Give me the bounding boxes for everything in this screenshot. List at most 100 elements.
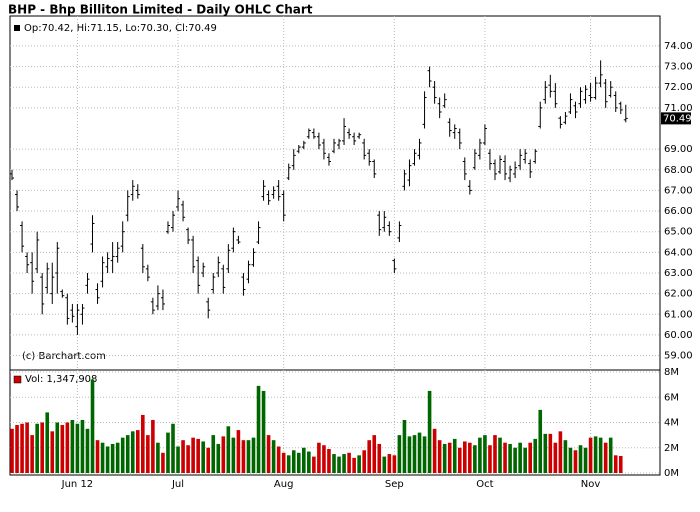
volume-bar xyxy=(392,455,397,473)
volume-bar xyxy=(613,455,618,473)
volume-bar xyxy=(151,419,155,473)
volume-bar xyxy=(462,441,467,473)
volume-bar xyxy=(452,438,457,473)
y-tick-label: 63.00 xyxy=(664,268,693,279)
volume-bar xyxy=(166,432,170,473)
volume-bar xyxy=(347,452,351,473)
volume-bar xyxy=(598,437,603,473)
volume-bar xyxy=(256,385,261,473)
volume-bar xyxy=(568,447,573,473)
y-tick-label: 62.00 xyxy=(664,289,693,300)
volume-bar xyxy=(488,445,492,473)
volume-bar xyxy=(261,390,266,473)
volume-bar xyxy=(387,454,392,473)
volume-bar xyxy=(583,447,588,473)
volume-bar xyxy=(442,443,447,473)
volume-bar xyxy=(513,447,517,473)
volume-bar xyxy=(412,435,417,473)
volume-bar xyxy=(191,437,195,473)
volume-bar xyxy=(176,446,180,473)
volume-bar xyxy=(322,445,326,473)
volume-bar xyxy=(332,454,336,473)
volume-bar xyxy=(377,443,382,473)
y-tick-label: 74.00 xyxy=(664,41,693,52)
volume-bar xyxy=(120,437,125,473)
volume-bar xyxy=(216,443,221,473)
volume-bar xyxy=(10,428,14,473)
volume-bar xyxy=(55,422,60,473)
volume-bar xyxy=(498,437,502,473)
y-tick-label: 8M xyxy=(664,367,679,378)
volume-bar xyxy=(80,419,85,473)
volume-bar xyxy=(231,437,236,473)
volume-bar xyxy=(271,440,276,473)
volume-bar xyxy=(578,445,583,473)
volume-bar xyxy=(25,422,29,473)
volume-bar xyxy=(312,456,316,473)
volume-bar xyxy=(548,433,553,473)
volume-bar xyxy=(317,442,321,473)
volume-bar xyxy=(181,440,185,473)
volume-bar xyxy=(468,442,472,473)
volume-bar xyxy=(402,419,407,473)
volume-bar xyxy=(342,454,346,473)
volume-bar xyxy=(528,442,533,473)
volume-bar xyxy=(432,428,437,473)
y-tick-label: 0M xyxy=(664,468,679,479)
volume-bar xyxy=(65,422,70,473)
volume-bar xyxy=(538,409,543,473)
volume-bar xyxy=(508,443,512,473)
volume-bar xyxy=(146,435,150,473)
y-tick-label: 65.00 xyxy=(664,227,693,238)
volume-legend: Vol: 1,347,908 xyxy=(25,374,97,385)
x-tick-label: Jul xyxy=(171,479,184,490)
volume-bar xyxy=(291,450,296,473)
volume-bar xyxy=(372,435,377,473)
volume-bar xyxy=(236,430,241,473)
volume-bar xyxy=(447,442,452,473)
volume-bar xyxy=(307,451,311,473)
volume-bar xyxy=(573,450,578,473)
volume-bar xyxy=(221,436,226,473)
volume-bar xyxy=(90,379,95,473)
volume-bar xyxy=(100,442,105,473)
volume-bar xyxy=(493,435,497,473)
volume-bar xyxy=(362,450,366,473)
x-tick-label: Nov xyxy=(581,479,601,490)
y-tick-label: 71.00 xyxy=(664,103,693,114)
volume-bar xyxy=(357,455,361,473)
y-tick-label: 69.00 xyxy=(664,144,693,155)
volume-bar xyxy=(457,447,462,473)
volume-bar xyxy=(50,431,55,473)
volume-bar xyxy=(45,412,50,473)
volume-bar xyxy=(266,435,271,473)
volume-bar xyxy=(558,431,563,473)
volume-bar xyxy=(553,442,558,473)
volume-bar xyxy=(156,442,160,473)
volume-bar xyxy=(518,442,522,473)
volume-bar xyxy=(523,447,527,473)
volume-bar xyxy=(246,440,251,473)
volume-bar xyxy=(603,442,608,473)
volume-bar xyxy=(20,423,24,473)
volume-bar xyxy=(417,432,422,473)
y-tick-label: 60.00 xyxy=(664,330,693,341)
volume-bar xyxy=(186,445,190,473)
volume-bar xyxy=(422,436,427,473)
volume-bar xyxy=(367,440,372,473)
x-tick-label: Oct xyxy=(476,479,493,490)
y-tick-label: 61.00 xyxy=(664,309,693,320)
y-tick-label: 66.00 xyxy=(664,206,693,217)
volume-bar xyxy=(141,414,145,473)
volume-bar xyxy=(382,456,387,473)
volume-bar xyxy=(171,423,175,473)
x-tick-label: Jun 12 xyxy=(61,479,94,490)
volume-bar xyxy=(130,431,135,473)
volume-swatch xyxy=(13,375,22,384)
volume-bar xyxy=(533,438,538,473)
volume-bar xyxy=(478,437,482,473)
legend-swatch xyxy=(14,25,20,31)
